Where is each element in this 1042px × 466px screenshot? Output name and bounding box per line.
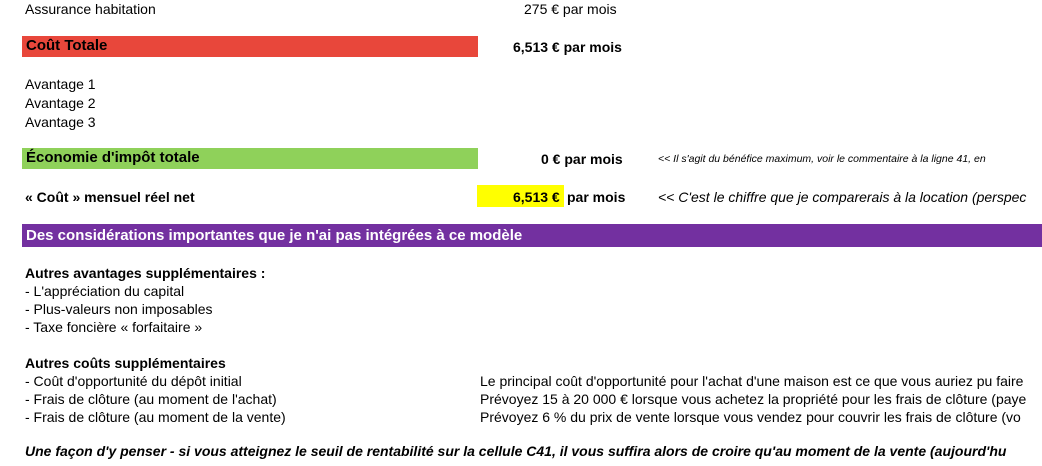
couts-item: - Frais de clôture (au moment de l'achat… — [25, 391, 277, 407]
couts-note: Le principal coût d'opportunité pour l'a… — [480, 373, 1024, 389]
avantages-item: - Taxe foncière « forfaitaire » — [25, 319, 203, 335]
section-title: Des considérations importantes que je n'… — [26, 227, 523, 244]
cout-reel-amount: 6,513 € — [513, 189, 560, 205]
cout-reel-highlight — [477, 185, 564, 207]
cout-totale-bar — [22, 36, 478, 57]
cout-reel-label: « Coût » mensuel réel net — [25, 189, 195, 205]
couts-title: Autres coûts supplémentaires — [25, 355, 226, 371]
cout-reel-note: << C'est le chiffre que je comparerais à… — [658, 189, 1027, 205]
avantages-item: - L'appréciation du capital — [25, 283, 185, 299]
economie-label: Économie d'impôt totale — [26, 149, 200, 166]
couts-note: Prévoyez 6 % du prix de vente lorsque vo… — [480, 409, 1021, 425]
closing-line: Une façon d'y penser - si vous atteignez… — [25, 443, 1007, 459]
avantage-1: Avantage 1 — [25, 76, 96, 92]
section-header-bar — [22, 224, 1042, 247]
couts-item: - Frais de clôture (au moment de la vent… — [25, 409, 286, 425]
assurance-value: 275 € par mois — [524, 1, 617, 17]
cout-reel-suffix: par mois — [567, 189, 626, 205]
economie-value: 0 € par mois — [541, 151, 623, 167]
assurance-label: Assurance habitation — [25, 1, 156, 17]
cout-totale-label: Coût Totale — [26, 37, 108, 54]
economie-note: << Il s'agit du bénéfice maximum, voir l… — [658, 153, 986, 165]
avantages-title: Autres avantages supplémentaires : — [25, 265, 266, 281]
avantage-3: Avantage 3 — [25, 114, 96, 130]
avantages-item: - Plus-valeurs non imposables — [25, 301, 213, 317]
couts-item: - Coût d'opportunité du dépôt initial — [25, 373, 242, 389]
economie-bar — [22, 148, 478, 169]
couts-note: Prévoyez 15 à 20 000 € lorsque vous ache… — [480, 391, 1027, 407]
avantage-2: Avantage 2 — [25, 95, 96, 111]
cout-totale-value: 6,513 € par mois — [513, 39, 622, 55]
